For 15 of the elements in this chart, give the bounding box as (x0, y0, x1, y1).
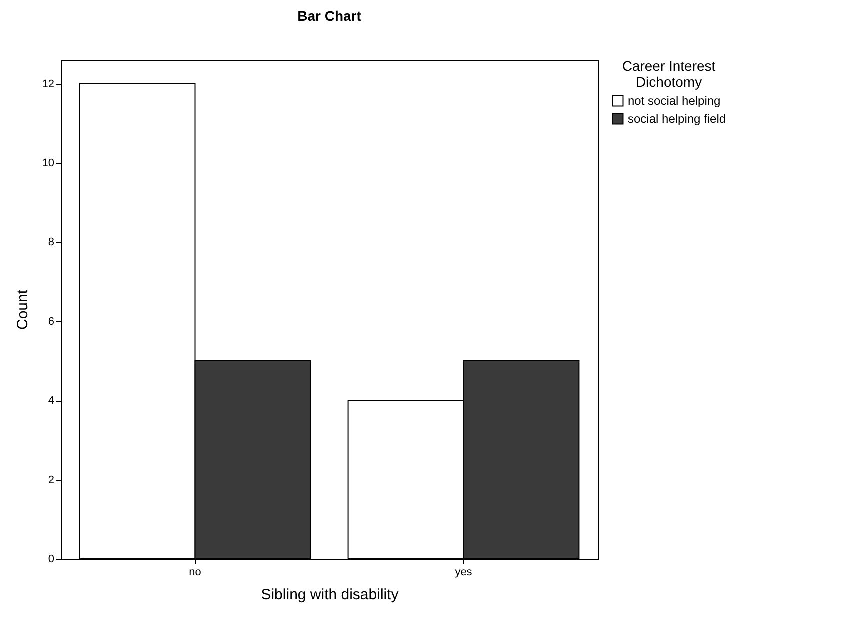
y-tick-label: 10 (42, 157, 54, 170)
x-tick-label: no (189, 566, 202, 578)
chart-title: Bar Chart (298, 8, 362, 24)
x-axis-title: Sibling with disability (261, 586, 400, 604)
legend-label: social helping field (628, 112, 726, 126)
legend-title: Career Interest Dichotomy (622, 58, 716, 90)
y-tick-label: 0 (48, 554, 54, 566)
y-tick-label: 8 (48, 236, 54, 249)
x-tick-label: yes (455, 566, 473, 578)
legend-label: not social helping (628, 94, 721, 108)
y-tick-label: 6 (48, 316, 54, 328)
y-tick-label: 2 (48, 474, 54, 486)
y-axis-title: Count (14, 289, 32, 330)
y-tick-label: 12 (42, 78, 54, 90)
y-tick-label: 4 (48, 395, 54, 408)
